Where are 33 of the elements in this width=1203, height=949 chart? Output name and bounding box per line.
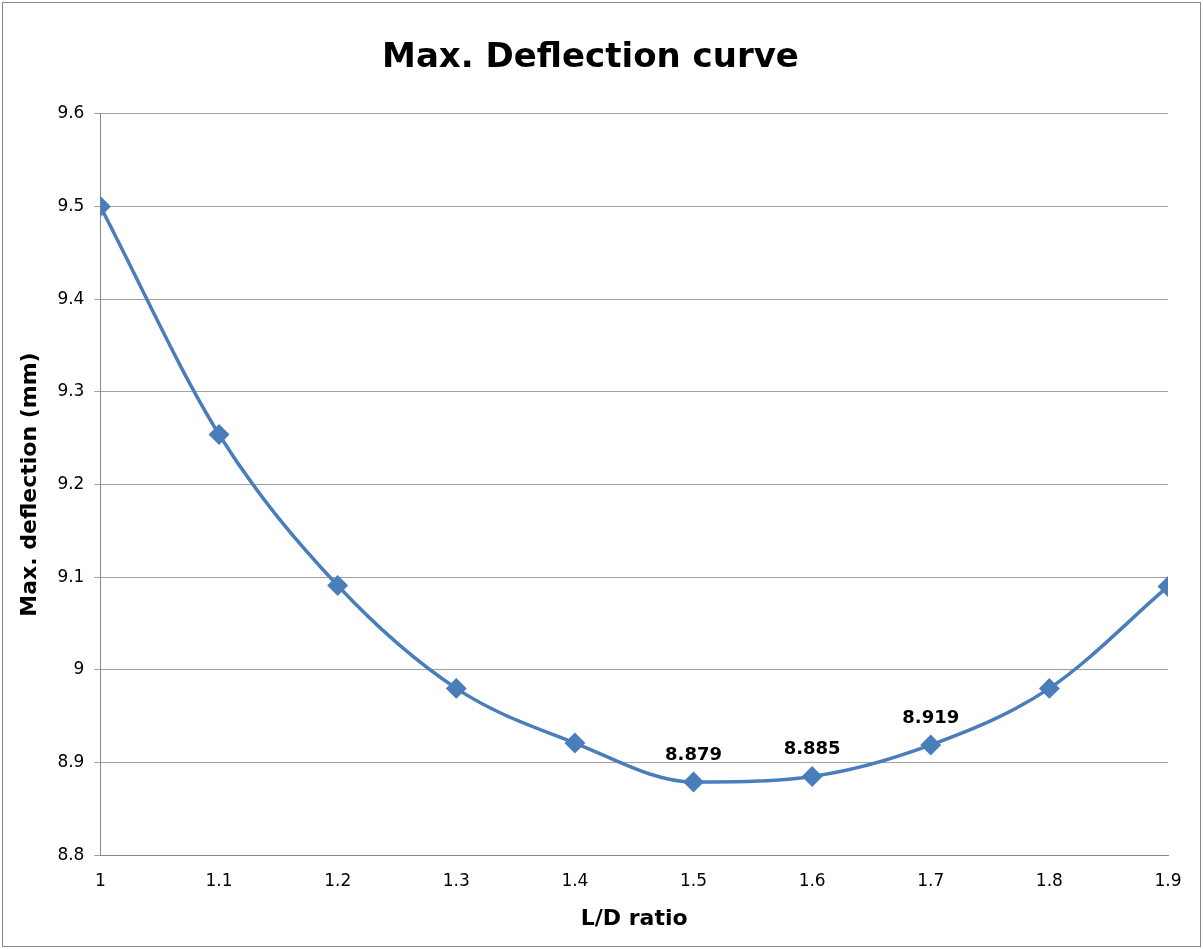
x-tick-label: 1.5: [680, 869, 708, 890]
x-tick-label: 1.3: [442, 869, 470, 890]
x-tick-label: 1.8: [1035, 869, 1063, 890]
x-axis-title: L/D ratio: [580, 904, 688, 930]
point: [209, 424, 229, 445]
x-tick-label: 1: [95, 869, 106, 890]
point: [565, 733, 585, 753]
data-label: 8.919: [902, 705, 960, 727]
y-tick-label: 9.4: [57, 287, 85, 308]
y-tick-label: 9.6: [57, 102, 85, 123]
y-tick-label: 9.5: [57, 194, 85, 215]
y-tick-label: 8.9: [57, 750, 85, 771]
y-tick-label: 8.8: [57, 843, 85, 864]
x-tick-label: 1.6: [798, 869, 826, 890]
x-tick-label: 1.9: [1154, 869, 1182, 890]
y-tick-label: 9.2: [57, 472, 85, 493]
point: [1039, 678, 1060, 699]
y-axis-title: Max. deflection (mm): [15, 352, 41, 617]
data-label: 8.885: [783, 737, 841, 759]
point: [921, 735, 941, 755]
y-tick-label: 9.1: [57, 565, 85, 586]
y-tick-label: 9.3: [57, 380, 85, 401]
x-tick-label: 1.7: [917, 869, 945, 890]
point: [683, 772, 704, 792]
point: [802, 766, 822, 787]
point: [327, 575, 348, 596]
data-label: 8.879: [665, 742, 722, 764]
point: [446, 678, 467, 699]
x-tick-label: 1.4: [561, 869, 589, 890]
chart-title: Max. Deflection curve: [382, 35, 799, 76]
x-tick-label: 1.2: [324, 869, 352, 890]
x-tick-label: 1.1: [205, 869, 233, 890]
y-tick-label: 9: [73, 658, 85, 679]
